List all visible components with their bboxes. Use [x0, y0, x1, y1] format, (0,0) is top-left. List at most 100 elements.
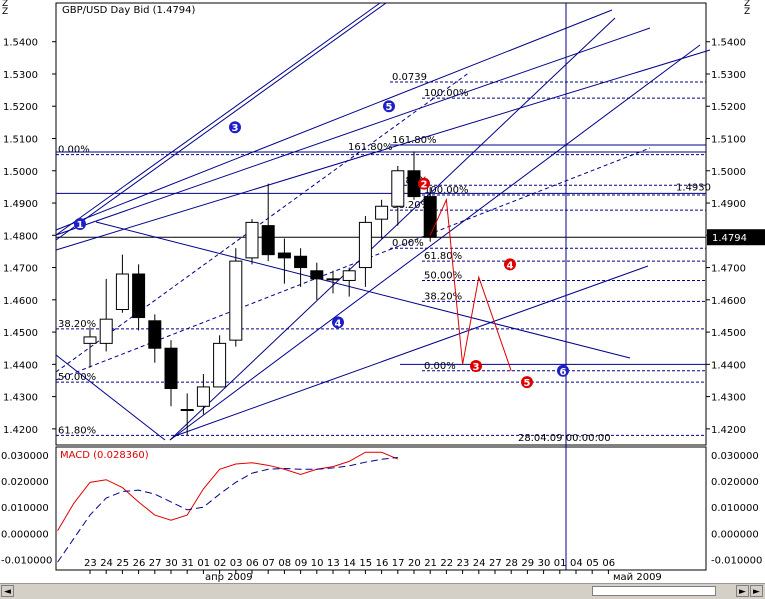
x-tick-label: 14 — [343, 558, 356, 569]
y-tick-label-left: 1.5300 — [3, 70, 38, 81]
y-tick-label-right: 1.5300 — [711, 70, 746, 81]
trend-line — [55, 9, 613, 231]
current-price-box — [707, 229, 765, 246]
fib-label: 0.00% — [424, 361, 456, 372]
x-tick-label: 26 — [133, 558, 146, 569]
x-tick-label: 27 — [489, 558, 502, 569]
trend-line — [55, 49, 711, 251]
macd-y-tick-label-left: -0.010000 — [1, 556, 52, 567]
candle-body — [115, 273, 129, 310]
y-tick-label-left: 1.4800 — [3, 231, 38, 242]
x-tick-label: 10 — [311, 558, 324, 569]
scroll-thumb[interactable] — [592, 586, 716, 596]
candle-body — [245, 221, 259, 259]
fib-label: 38.20% — [58, 319, 96, 330]
x-tick-label: 13 — [327, 558, 340, 569]
fib-label: 100.00% — [424, 88, 469, 99]
candle-body — [148, 320, 162, 349]
candle-body — [423, 196, 437, 238]
y-tick-label-left: 1.4700 — [3, 264, 38, 275]
x-tick-label: 16 — [376, 558, 389, 569]
macd-y-tick-label-left: 0.010000 — [1, 503, 49, 514]
x-tick-label: 23 — [457, 558, 470, 569]
fib-label: 38.20% — [392, 200, 430, 211]
fib-label: 61.80% — [58, 425, 96, 436]
x-tick-label: 01 — [197, 558, 210, 569]
y-tick-label-right: 1.4200 — [711, 425, 746, 436]
price-chart: 1.5400 1.5400 1.5300 1.5300 1.5200 1.5200 1.51… — [1, 2, 765, 583]
date-marker-label: 28.04.09 00:00:00 — [518, 433, 611, 444]
wave-marker-blue — [332, 316, 344, 329]
y-tick-label-left: 1.4300 — [3, 393, 38, 404]
trend-line — [174, 265, 649, 437]
wave-marker-red-label: 3 — [473, 362, 480, 373]
trend-line — [55, 2, 387, 241]
x-tick-label: 24 — [100, 558, 113, 569]
candle-body — [213, 342, 227, 388]
x-tick-label: 05 — [586, 558, 599, 569]
wave-marker-red-label: 5 — [524, 378, 531, 389]
macd-y-tick-label-right: -0.010000 — [711, 556, 762, 567]
candle-body — [277, 252, 291, 259]
candle-body — [180, 409, 194, 412]
x-tick-label: 31 — [181, 558, 194, 569]
macd-y-tick-label-left: 0.020000 — [1, 477, 49, 488]
candle-body — [83, 336, 97, 344]
y-tick-label-right: 1.4600 — [711, 296, 746, 307]
x-tick-label: 08 — [278, 558, 291, 569]
x-tick-label: 30 — [538, 558, 551, 569]
scroll-right-button[interactable]: ► — [736, 585, 749, 597]
wave-marker-red-label: 4 — [507, 260, 514, 271]
trend-line — [169, 44, 701, 441]
macd-y-tick-label-left: 0.030000 — [1, 451, 49, 462]
x-tick-label: 20 — [408, 558, 421, 569]
fib-label: 0.0739 — [392, 72, 427, 83]
y-tick-label-right: 1.4300 — [711, 393, 746, 404]
candle-body — [391, 170, 405, 207]
y-tick-label-left: 1.5200 — [3, 102, 38, 113]
price-tag-label: 1.4930 — [676, 182, 711, 193]
trend-line — [55, 147, 651, 381]
wave-marker-red — [418, 177, 430, 190]
projection-path — [429, 197, 512, 371]
fib-label: 50.00% — [424, 270, 462, 281]
x-tick-label: 06 — [246, 558, 259, 569]
x-tick-label: 27 — [149, 558, 162, 569]
fib-label: 50.00% — [58, 372, 96, 383]
wave-marker-red — [504, 258, 516, 271]
horizontal-scrollbar[interactable]: ◄ ► ► — [0, 583, 765, 599]
macd-title: MACD (0.028360) — [60, 450, 149, 461]
macd-series-line — [57, 451, 398, 531]
macd-y-tick-label-right: 0.020000 — [711, 477, 759, 488]
x-tick-label: 06 — [602, 558, 615, 569]
scroll-left-button[interactable]: ◄ — [1, 585, 14, 597]
y-tick-label-right: 1.4700 — [711, 264, 746, 275]
fib-label: 38.20% — [424, 291, 462, 302]
scroll-end-button[interactable]: ► — [750, 585, 763, 597]
trend-line — [55, 2, 381, 236]
candle-body — [196, 386, 210, 407]
y-tick-label-left: 1.5000 — [3, 167, 38, 178]
trend-line — [95, 221, 631, 359]
macd-panel-frame — [55, 446, 707, 571]
x-tick-label: 21 — [424, 558, 437, 569]
x-tick-label: 17 — [392, 558, 405, 569]
wave-marker-red-label: 2 — [421, 180, 428, 191]
macd-y-tick-label-right: 0.000000 — [711, 529, 759, 540]
candle-body — [294, 255, 308, 269]
y-tick-label-right: 1.4900 — [711, 199, 746, 210]
y-tick-label-left: 1.5400 — [3, 38, 38, 49]
y-tick-label-right: 1.5400 — [711, 38, 746, 49]
y-tick-label-left: 1.4900 — [3, 199, 38, 210]
candle-body — [342, 270, 356, 281]
candle-body — [132, 273, 146, 319]
x-tick-label: 28 — [505, 558, 518, 569]
price-panel-frame — [55, 2, 707, 446]
wave-marker-blue — [557, 364, 569, 377]
wave-marker-blue-label: 4 — [335, 318, 342, 329]
trend-line — [55, 354, 166, 441]
x-tick-label: 23 — [84, 558, 97, 569]
